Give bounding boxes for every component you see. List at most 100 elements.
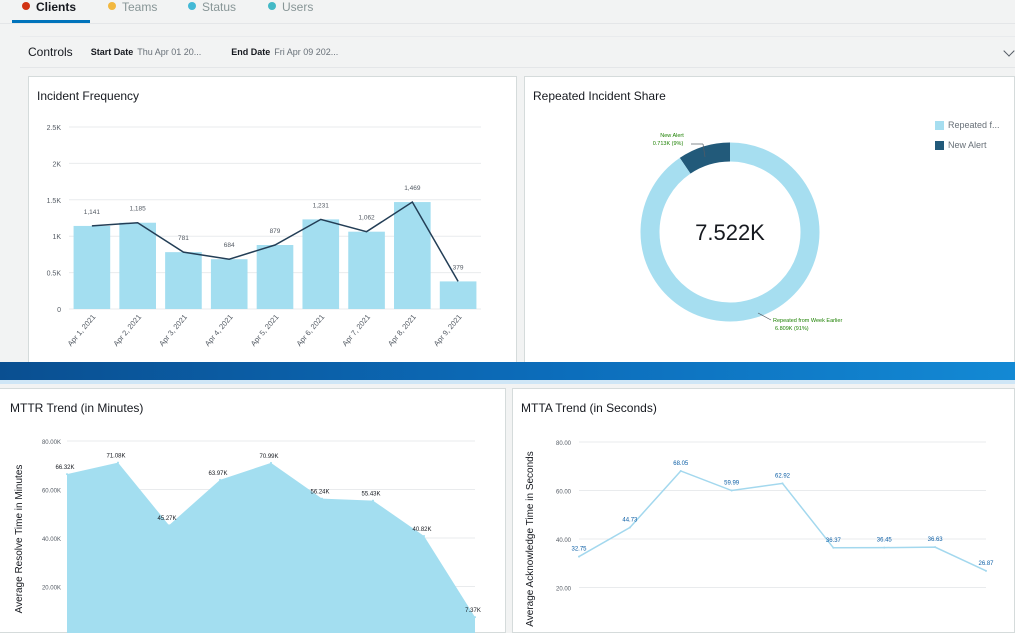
donut-slice	[640, 142, 820, 322]
panel-title: Repeated Incident Share	[533, 89, 666, 103]
data-label: 63.97K	[208, 471, 227, 477]
start-date-value[interactable]: Thu Apr 01 20...	[137, 47, 202, 57]
data-label: 26.87	[978, 561, 994, 567]
tab-label: Users	[282, 0, 314, 14]
x-tick-label: Apr 1, 2021	[66, 313, 98, 348]
data-label: 1,185	[130, 206, 147, 213]
y-tick-label: 40.00K	[42, 537, 61, 543]
y-tick-label: 80.00K	[42, 440, 61, 446]
data-point	[321, 497, 323, 500]
area-fill	[67, 462, 475, 633]
mttr-trend-panel: MTTR Trend (in Minutes) 20.00K 40.00K 60.0…	[0, 388, 506, 633]
data-label: 55.43K	[361, 492, 380, 498]
y-axis-label: Average Acknowledge Time in Seconds	[525, 451, 536, 626]
y-tick-label: 2.5K	[47, 125, 62, 132]
legend-item-repeated[interactable]: Repeated f...	[935, 120, 1000, 130]
data-point	[781, 482, 784, 485]
bar	[348, 231, 385, 309]
bar	[302, 219, 340, 309]
x-tick-label: Apr 9, 2021	[432, 313, 464, 348]
bar	[256, 245, 294, 309]
y-axis-label: Average Resolve Time in Minutes	[14, 465, 25, 614]
bar	[210, 259, 248, 309]
legend-item-new-alert[interactable]: New Alert	[935, 140, 987, 150]
x-tick-label: Apr 3, 2021	[157, 313, 189, 348]
data-label: 684	[224, 242, 235, 249]
data-label: 32.75	[571, 547, 587, 553]
data-label: 781	[178, 235, 189, 242]
tab-teams[interactable]: Teams	[108, 0, 157, 23]
y-tick-label: 60.00	[556, 490, 572, 496]
data-label: 70.99K	[259, 454, 278, 460]
tab-clients[interactable]: Clients	[12, 0, 90, 23]
data-point	[117, 461, 119, 464]
panel-title: Incident Frequency	[37, 89, 140, 103]
legend-label: Repeated f...	[948, 120, 1000, 130]
end-date-label: End Date	[231, 47, 271, 57]
x-tick-label: Apr 6, 2021	[294, 313, 326, 348]
x-tick-label: Apr 8, 2021	[386, 313, 418, 348]
y-tick-label: 1.5K	[47, 198, 62, 205]
panel-title: MTTR Trend (in Minutes)	[10, 401, 144, 415]
legend-swatch	[935, 140, 944, 150]
bar	[394, 202, 431, 309]
bar	[119, 222, 156, 309]
x-tick-label: Apr 5, 2021	[249, 313, 281, 348]
trend-line	[91, 200, 459, 282]
y-tick-label: 80.00	[556, 441, 572, 447]
slice-value-label: 6.809K (91%)	[775, 326, 809, 332]
users-dot-icon	[268, 2, 276, 10]
data-label: 44.73	[622, 518, 638, 524]
bar	[439, 281, 477, 309]
data-label: 7.37K	[465, 608, 481, 614]
teams-dot-icon	[108, 2, 116, 10]
controls-bar: Controls Start Date Thu Apr 01 20... End…	[20, 36, 1015, 68]
center-total: 7.522K	[695, 220, 765, 245]
data-label: 1,141	[84, 209, 101, 216]
clients-dot-icon	[22, 2, 30, 10]
mttr-area-chart: 20.00K 40.00K 60.00K 80.00K 66.32K 71.08K 45.2…	[14, 440, 481, 633]
blue-divider-band	[0, 362, 1015, 380]
tab-label: Status	[202, 0, 237, 14]
data-point	[423, 535, 425, 538]
data-point	[578, 555, 580, 558]
y-tick-label: 20.00K	[42, 586, 61, 592]
legend-swatch	[935, 120, 944, 130]
divider-highlight	[0, 380, 1015, 384]
trend-line	[578, 470, 987, 572]
tab-users[interactable]: Users	[268, 0, 313, 23]
mtta-line-chart: 20.00 40.00 60.00 80.00 32.75 44.73 68.05 59.99…	[525, 441, 994, 627]
data-label: 379	[453, 264, 464, 271]
data-label: 40.82K	[412, 527, 431, 533]
y-tick-label: 0.5K	[47, 271, 62, 278]
data-point	[934, 546, 937, 549]
end-date-value[interactable]: Fri Apr 09 202...	[274, 47, 339, 57]
data-label: 1,469	[404, 185, 421, 192]
data-point	[883, 546, 886, 549]
data-point	[474, 616, 476, 619]
data-label: 71.08K	[106, 454, 125, 460]
tab-status[interactable]: Status	[188, 0, 236, 23]
data-point	[730, 489, 733, 492]
tab-label: Clients	[36, 0, 77, 14]
data-label: 62.92	[775, 473, 791, 479]
data-label: 1,231	[313, 202, 330, 209]
annotation-leader	[757, 312, 772, 321]
data-point	[270, 461, 272, 464]
x-tick-label: Apr 2, 2021	[111, 313, 143, 348]
start-date-label: Start Date	[90, 47, 134, 57]
status-dot-icon	[188, 2, 196, 10]
incident-frequency-chart: 0 0.5K 1K 1.5K 2K 2.5K 1,141 Apr 1, 2021 1,185 Ap…	[47, 125, 481, 348]
data-label: 56.24K	[310, 490, 329, 496]
x-tick-label: Apr 4, 2021	[203, 313, 235, 348]
bar	[73, 225, 111, 309]
slice-value-label: 0.713K (9%)	[653, 141, 684, 147]
slice-name-label: Repeated from Week Earlier	[773, 318, 842, 324]
data-label: 66.32K	[55, 465, 74, 471]
data-point	[985, 569, 987, 572]
data-point	[628, 526, 631, 529]
y-tick-label: 0	[57, 307, 61, 314]
data-point	[372, 499, 374, 502]
chevron-down-icon[interactable]	[1003, 45, 1015, 57]
mtta-trend-panel: MTTA Trend (in Seconds) 20.00 40.00 60.00 8…	[512, 388, 1015, 633]
